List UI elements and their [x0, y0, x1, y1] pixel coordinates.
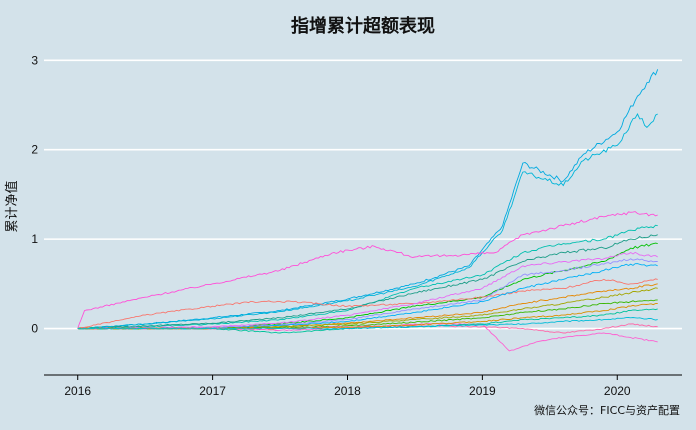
series-line	[77, 113, 658, 330]
series-line	[77, 234, 658, 330]
y-tick-label: 0	[31, 322, 38, 336]
x-tick-label: 2017	[199, 384, 226, 398]
y-tick-label: 3	[31, 53, 38, 67]
series-line	[77, 69, 659, 329]
chart-title: 指增累计超额表现	[291, 15, 435, 37]
y-tick-label: 2	[31, 143, 38, 157]
axis-layer: 2016 2017 2018 2019 2020 0 1 2 3	[31, 53, 682, 398]
y-axis-label: 累计净值	[4, 180, 20, 232]
series-line	[77, 278, 658, 329]
chart-caption: 微信公众号：FICC与资产配置	[534, 403, 680, 417]
series-line	[77, 211, 658, 329]
x-tick-label: 2016	[64, 384, 91, 398]
y-tick-label: 1	[31, 232, 38, 246]
x-tick-label: 2019	[469, 384, 496, 398]
series-line	[77, 263, 658, 330]
grid-layer	[44, 59, 682, 330]
series-line	[77, 251, 658, 330]
series-layer	[77, 69, 659, 352]
x-tick-label: 2018	[334, 384, 361, 398]
series-line	[77, 317, 658, 330]
x-tick-label: 2020	[604, 384, 631, 398]
